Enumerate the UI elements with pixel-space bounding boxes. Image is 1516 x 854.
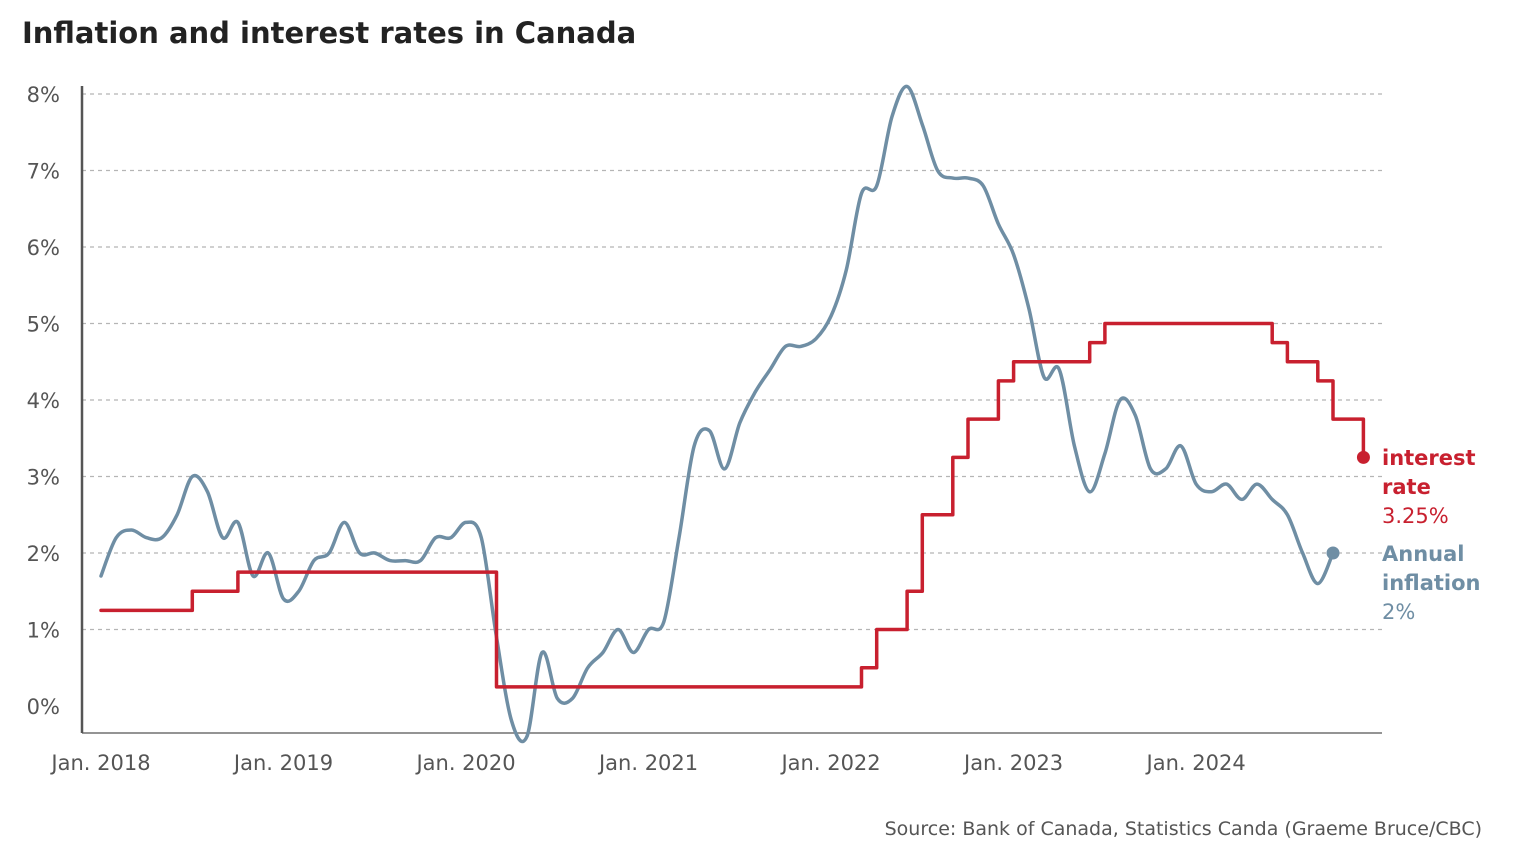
inflation-label: inflation <box>1382 571 1481 595</box>
label-layer: Annual inflation 2% interest rate 3.25% <box>1382 446 1481 624</box>
inflation-label: 2% <box>1382 600 1415 624</box>
y-tick-label: 7% <box>27 160 60 184</box>
interest-rate-line <box>99 321 1366 689</box>
interest-rate-end-dot <box>1356 450 1370 464</box>
source-note: Source: Bank of Canada, Statistics Canda… <box>884 818 1482 840</box>
y-tick-label: 1% <box>27 619 60 643</box>
y-tick-label: 5% <box>27 313 60 337</box>
interest-rate-label: 3.25% <box>1382 504 1449 528</box>
y-tick-label: 6% <box>27 236 60 260</box>
series-layer <box>99 84 1370 744</box>
y-tick-label: 2% <box>27 542 60 566</box>
interest-rate-label: interest <box>1382 446 1476 470</box>
grid-layer <box>82 93 1382 631</box>
x-tick-label: Jan. 2018 <box>49 751 150 775</box>
x-tick-label: Jan. 2021 <box>597 751 698 775</box>
inflation-end-dot <box>1326 546 1340 560</box>
x-tick-label: Jan. 2023 <box>962 751 1063 775</box>
x-tick-label: Jan. 2024 <box>1145 751 1246 775</box>
y-tick-label: 3% <box>27 466 60 490</box>
axis-layer: 0% 1% 2% 3% 4% 5% 6% 7% 8% Jan. 2018 Jan. 2019 Jan.… <box>27 83 1382 775</box>
interest-rate-label: rate <box>1382 475 1431 499</box>
inflation-line <box>99 84 1335 744</box>
x-tick-label: Jan. 2022 <box>779 751 880 775</box>
y-tick-label: 4% <box>27 389 60 413</box>
x-tick-label: Jan. 2019 <box>232 751 333 775</box>
x-tick-label: Jan. 2020 <box>414 751 515 775</box>
y-tick-label: 8% <box>27 83 60 107</box>
y-tick-label: 0% <box>27 695 60 719</box>
chart-title: Inflation and interest rates in Canada <box>22 16 637 50</box>
inflation-label: Annual <box>1382 542 1464 566</box>
